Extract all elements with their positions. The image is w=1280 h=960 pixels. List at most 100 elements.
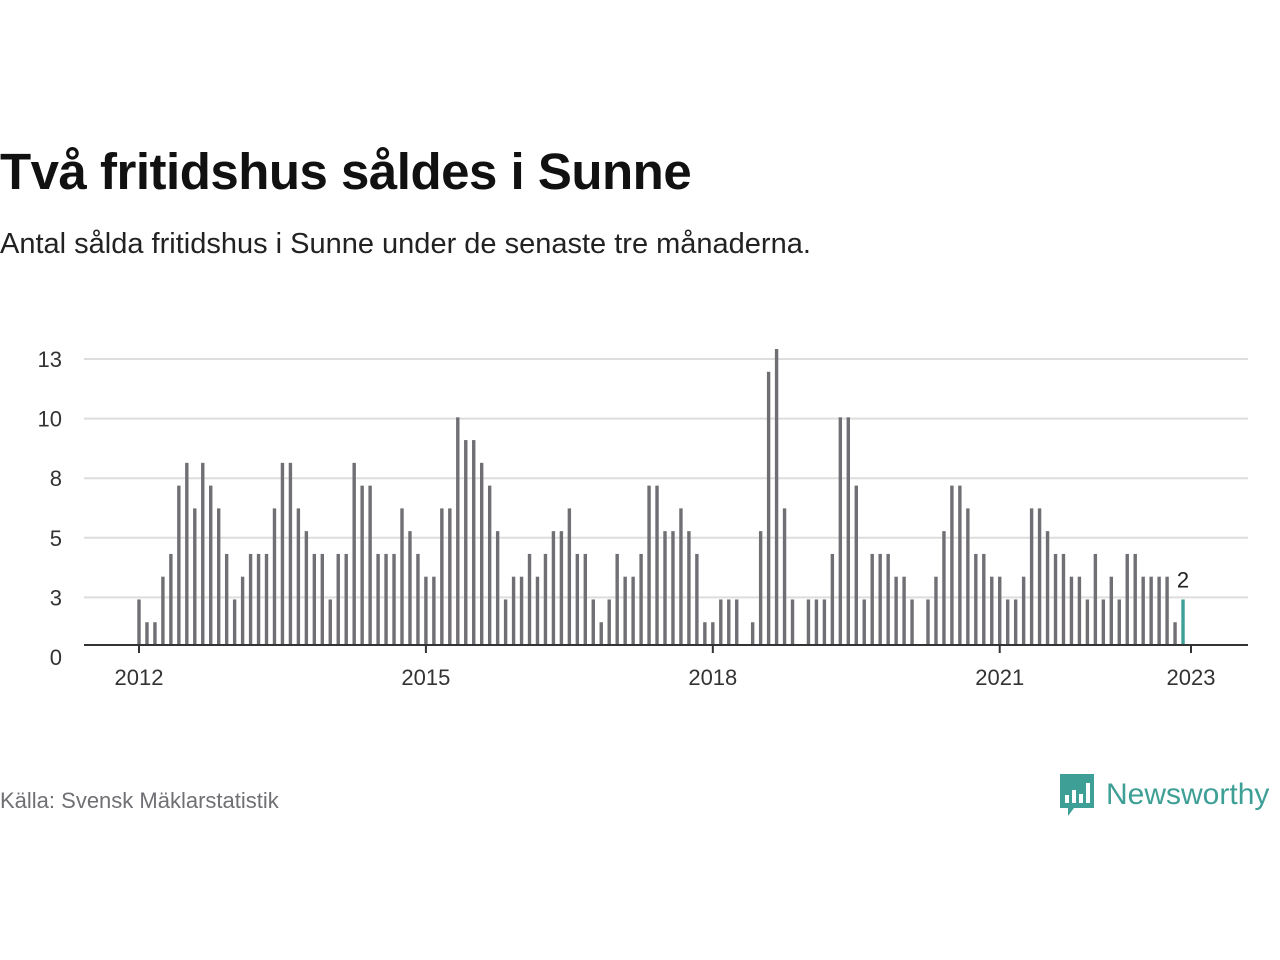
bar <box>695 553 699 645</box>
bar <box>201 462 205 645</box>
bar <box>169 553 173 645</box>
x-tick-label: 2015 <box>401 665 450 690</box>
bar <box>870 553 874 645</box>
bar <box>248 553 253 645</box>
bars <box>137 349 1185 645</box>
bar <box>543 553 548 645</box>
bar <box>1101 599 1106 645</box>
highlight-value-label: 2 <box>1177 567 1189 592</box>
bar <box>1061 553 1066 645</box>
bar <box>966 508 970 645</box>
bar <box>193 508 197 645</box>
bar <box>224 553 229 645</box>
bar <box>296 508 301 645</box>
bar <box>1117 599 1121 645</box>
bar <box>185 462 189 645</box>
bar <box>1093 553 1098 645</box>
bar <box>854 485 858 645</box>
bar <box>878 553 882 645</box>
bar <box>1125 553 1129 645</box>
x-tick-label: 2021 <box>975 665 1024 690</box>
bar <box>1141 576 1145 645</box>
bar <box>551 531 556 645</box>
y-tick-label: 3 <box>50 585 62 610</box>
bar <box>256 553 261 645</box>
y-tick-label: 8 <box>50 466 62 491</box>
bar <box>822 599 827 645</box>
bar <box>990 576 994 645</box>
bar <box>1109 576 1113 645</box>
bar <box>448 508 452 645</box>
bar <box>1085 599 1090 645</box>
bar <box>926 599 930 645</box>
bar <box>400 508 404 645</box>
bar <box>408 531 412 645</box>
bar <box>583 553 587 645</box>
bar <box>766 371 771 645</box>
brand-logo: Newsworthy <box>1058 772 1269 818</box>
bar <box>671 531 675 645</box>
y-tick-label: 13 <box>38 347 62 372</box>
bar <box>487 485 492 645</box>
bar <box>272 508 277 645</box>
bar <box>894 576 898 645</box>
bar <box>1029 508 1034 645</box>
bar <box>240 576 245 645</box>
bar <box>1045 531 1050 645</box>
bar <box>344 553 348 645</box>
bar <box>336 553 340 645</box>
bar <box>1173 622 1177 645</box>
bar <box>711 622 715 645</box>
newsworthy-logo-icon <box>1060 774 1094 816</box>
bar <box>288 462 293 645</box>
source-note: Källa: Svensk Mäklarstatistik <box>0 788 279 813</box>
bar <box>615 553 619 645</box>
bar <box>535 576 540 645</box>
bar <box>1149 576 1153 645</box>
bar <box>639 553 643 645</box>
bar <box>424 576 428 645</box>
bar <box>177 485 181 645</box>
bar <box>360 485 364 645</box>
bar <box>1006 599 1010 645</box>
bar <box>1037 508 1042 645</box>
chart-subtitle: Antal sålda fritidshus i Sunne under de … <box>0 228 811 260</box>
bar <box>1053 553 1058 645</box>
bar <box>137 599 141 645</box>
bar <box>1021 576 1026 645</box>
bar <box>559 531 564 645</box>
bar <box>942 531 946 645</box>
bar <box>591 599 595 645</box>
bar <box>958 485 962 645</box>
bar <box>774 349 779 645</box>
bar <box>519 576 524 645</box>
bar <box>456 417 460 645</box>
y-tick-label: 10 <box>38 407 62 432</box>
bar <box>145 622 149 645</box>
bar <box>153 622 157 645</box>
bar <box>1133 553 1137 645</box>
bar <box>974 553 978 645</box>
bar <box>703 622 707 645</box>
bar <box>687 531 691 645</box>
bar <box>320 553 324 645</box>
bar <box>567 508 572 645</box>
bar <box>495 531 500 645</box>
bar <box>950 485 954 645</box>
bar <box>830 553 835 645</box>
bar <box>352 462 356 645</box>
bar <box>1165 576 1169 645</box>
bar <box>607 599 611 645</box>
bar-chart: 0 3 5 8 10 13 2012 2015 2018 2021 2023 2 <box>38 347 1248 690</box>
bar <box>599 622 603 645</box>
brand-name: Newsworthy <box>1106 778 1270 811</box>
bar <box>432 576 436 645</box>
bar <box>472 440 476 645</box>
bar <box>1077 576 1082 645</box>
bar <box>727 599 731 645</box>
bar <box>161 576 165 645</box>
y-axis-ticks: 0 3 5 8 10 13 <box>38 347 62 670</box>
bar <box>735 599 739 645</box>
bar <box>384 553 388 645</box>
bar <box>982 553 986 645</box>
